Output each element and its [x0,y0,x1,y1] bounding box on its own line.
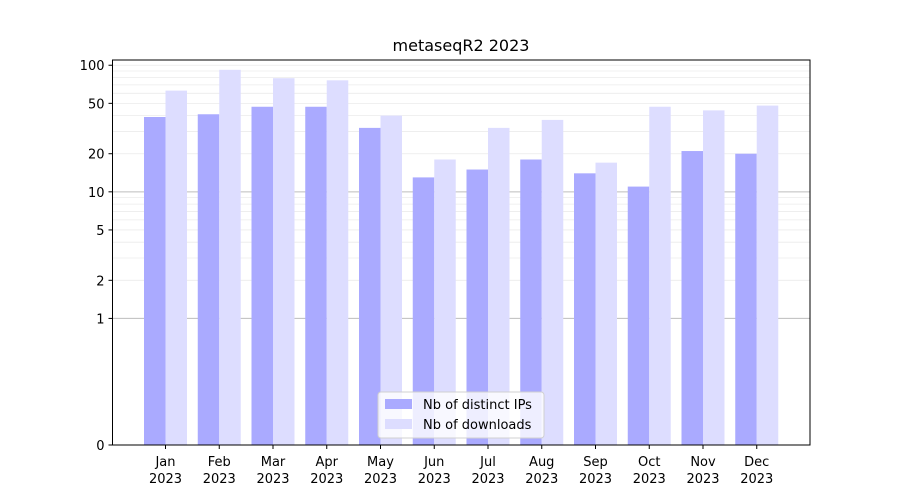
legend-label: Nb of distinct IPs [423,398,532,413]
y-tick-label: 10 [88,186,105,201]
x-tick-label: 2023 [256,472,289,487]
x-tick-label: Oct [638,455,660,470]
x-tick-label: 2023 [633,472,666,487]
y-tick-label: 20 [88,148,105,163]
bar-downloads [541,119,564,445]
x-tick-label: 2023 [579,472,612,487]
x-tick-label: Jul [479,455,496,470]
bar-downloads [434,159,456,445]
legend-swatch [385,419,412,429]
x-tick-label: 2023 [364,472,397,487]
x-tick-label: Jun [423,455,444,470]
bar-distinct-ips [735,153,757,446]
bar-distinct-ips [144,117,166,446]
bar-downloads [165,90,187,445]
bar-distinct-ips [466,169,488,445]
plot-frame [112,59,811,446]
legend: Nb of distinct IPs Nb of downloads [377,391,545,439]
bar-downloads [380,115,402,445]
bar-downloads [488,127,510,445]
x-tick-label: Feb [208,455,231,470]
x-axis: Jan 2023 Feb 2023 Mar 2023 Apr 2023 May 2023 Jun 20… [149,445,773,487]
x-tick-label: Aug [529,455,554,470]
y-tick-label: 5 [96,224,104,239]
bars [144,69,779,446]
bar-downloads [703,110,725,445]
bar-distinct-ips [574,173,596,445]
x-tick-label: Jan [154,455,175,470]
y-tick-label: 2 [96,274,104,289]
bar-downloads [273,78,295,445]
x-tick-label: 2023 [471,472,504,487]
x-tick-label: Sep [583,455,608,470]
x-tick-label: Nov [690,455,716,470]
x-tick-label: 2023 [203,472,236,487]
legend-box [377,391,545,439]
y-tick-label: 1 [96,312,104,327]
y-tick-label: 0 [96,439,104,454]
x-tick-label: May [367,455,394,470]
bar-downloads [595,162,617,445]
x-tick-label: 2023 [310,472,343,487]
x-tick-label: Dec [744,455,769,470]
y-tick-label: 50 [88,97,105,112]
x-tick-label: 2023 [740,472,773,487]
bar-downloads [756,105,779,446]
bar-distinct-ips [412,177,435,446]
x-tick-label: 2023 [686,472,719,487]
bar-distinct-ips [681,151,703,445]
bar-distinct-ips [305,106,327,445]
y-axis: 0 1 2 5 10 20 50 100 [80,59,113,454]
bar-downloads [326,80,349,446]
legend-label: Nb of downloads [423,418,532,433]
y-tick-label: 100 [80,59,105,74]
x-tick-label: 2023 [418,472,451,487]
bar-distinct-ips [359,127,381,445]
legend-swatch [385,399,412,409]
x-tick-label: Apr [316,455,339,470]
chart-title: metaseqR2 2023 [393,36,530,55]
x-tick-label: 2023 [525,472,558,487]
bar-downloads [649,106,671,445]
bar-downloads [219,69,241,446]
x-tick-label: Mar [261,455,286,470]
bar-distinct-ips [251,106,273,445]
bar-distinct-ips [197,114,220,445]
bar-distinct-ips [520,159,542,445]
x-tick-label: 2023 [149,472,182,487]
bar-distinct-ips [627,186,650,446]
